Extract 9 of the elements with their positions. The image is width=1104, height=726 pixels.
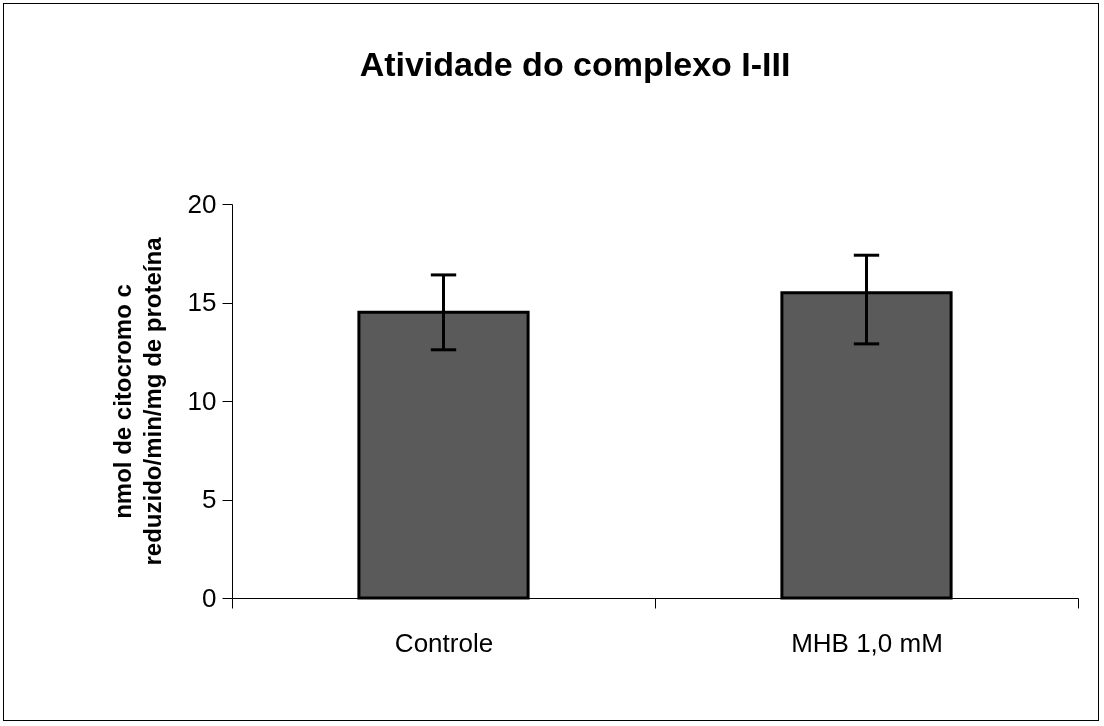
y-axis-title: nmol de citocromo c reduzido/min/mg de proteína <box>108 236 166 566</box>
y-tick-label: 20 <box>187 188 217 219</box>
y-tick-label: 15 <box>187 287 217 317</box>
y-tick-label: 5 <box>202 484 217 514</box>
y-tick-label: 0 <box>202 582 217 613</box>
y-tick-label: 10 <box>187 385 217 416</box>
chart-title: Atividade do complexo I-III <box>359 45 791 83</box>
x-tick-label: MHB 1,0 mM <box>791 627 943 658</box>
x-tick-label: Controle <box>394 627 494 658</box>
